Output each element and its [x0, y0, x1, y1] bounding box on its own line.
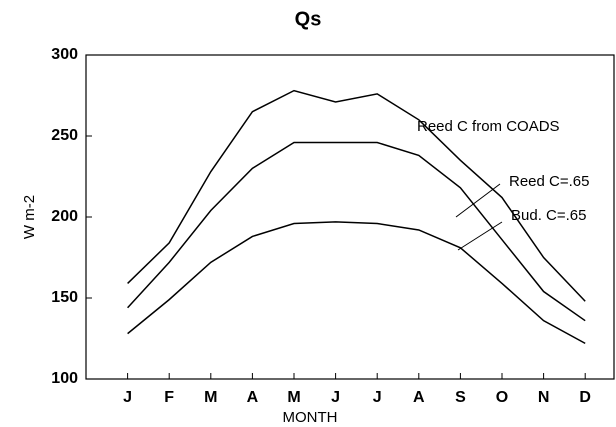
y-tick-label: 250 — [51, 127, 78, 144]
y-tick-label: 150 — [51, 289, 78, 306]
y-tick-label: 300 — [51, 46, 78, 63]
leader-line — [457, 221, 503, 251]
x-tick-label: M — [287, 389, 300, 406]
y-tick-label: 200 — [51, 208, 78, 225]
x-tick-label: J — [331, 389, 340, 406]
series-annotation: Reed C from COADS — [417, 118, 560, 135]
line-series — [127, 221, 586, 345]
x-tick-label: J — [373, 389, 382, 406]
x-tick-label: D — [579, 389, 591, 406]
y-axis-label: W m-2 — [21, 195, 38, 239]
x-tick-label: O — [496, 389, 508, 406]
x-tick-label: S — [455, 389, 466, 406]
x-tick-label: A — [413, 389, 425, 406]
series-annotation: Bud. C=.65 — [511, 207, 586, 224]
x-tick-label: F — [164, 389, 174, 406]
line-series — [127, 141, 586, 322]
y-tick-label: 100 — [51, 370, 78, 387]
x-tick-label: J — [123, 389, 132, 406]
x-tick-label: M — [204, 389, 217, 406]
x-axis-label: MONTH — [283, 409, 338, 426]
chart-title: Qs — [295, 8, 322, 30]
x-tick-label: A — [247, 389, 259, 406]
x-tick-label: N — [538, 389, 550, 406]
series-annotation: Reed C=.65 — [509, 173, 589, 190]
line-series — [127, 89, 586, 302]
